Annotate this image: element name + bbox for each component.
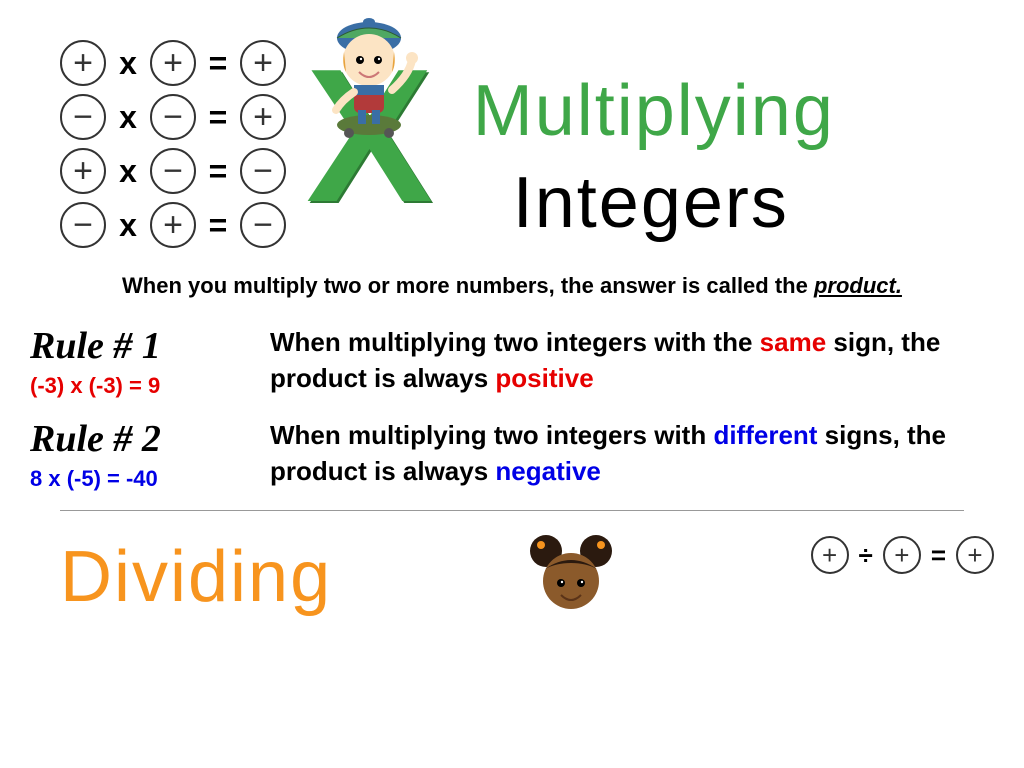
plus-icon: + bbox=[150, 202, 196, 248]
minus-icon: − bbox=[150, 148, 196, 194]
equals-sign: = bbox=[208, 207, 228, 244]
plus-icon: + bbox=[150, 40, 196, 86]
plus-icon: + bbox=[811, 536, 849, 574]
equals-sign: = bbox=[208, 99, 228, 136]
rule-2-highlight-different: different bbox=[713, 420, 817, 450]
rule-1-highlight-positive: positive bbox=[495, 363, 593, 393]
rule-1-text-part: When multiplying two integers with the bbox=[270, 327, 760, 357]
rules-section: Rule # 1 (-3) x (-3) = 9 When multiplyin… bbox=[0, 324, 1024, 492]
minus-icon: − bbox=[60, 94, 106, 140]
boy-character-icon bbox=[314, 10, 424, 145]
rule-2-text-part: When multiplying two integers with bbox=[270, 420, 713, 450]
division-sign-row: + ÷ + = + bbox=[811, 536, 994, 574]
title-integers: Integers bbox=[513, 162, 835, 244]
minus-icon: − bbox=[240, 202, 286, 248]
section-divider bbox=[60, 510, 964, 511]
multiply-operator: x bbox=[118, 45, 138, 82]
plus-icon: + bbox=[240, 40, 286, 86]
plus-icon: + bbox=[240, 94, 286, 140]
multiplication-title: Multiplying Integers bbox=[473, 70, 835, 244]
divide-operator: ÷ bbox=[859, 540, 873, 571]
minus-icon: − bbox=[60, 202, 106, 248]
rule-1-block: Rule # 1 (-3) x (-3) = 9 When multiplyin… bbox=[30, 324, 994, 399]
plus-icon: + bbox=[956, 536, 994, 574]
multiplication-header: + x + = + − x − = + + x − = − − x + = − bbox=[0, 0, 1024, 258]
equals-sign: = bbox=[208, 45, 228, 82]
equals-sign: = bbox=[208, 153, 228, 190]
rule-2-block: Rule # 2 8 x (-5) = -40 When multiplying… bbox=[30, 417, 994, 492]
rule-1-text: When multiplying two integers with the s… bbox=[270, 324, 994, 397]
multiply-operator: x bbox=[118, 207, 138, 244]
rule-1-title: Rule # 1 bbox=[30, 324, 250, 368]
rule-1-example: (-3) x (-3) = 9 bbox=[30, 373, 250, 399]
girl-character-icon bbox=[511, 531, 631, 611]
sign-rule-row: − x + = − bbox=[60, 202, 286, 248]
definition-keyword: product. bbox=[814, 273, 902, 298]
multiply-operator: x bbox=[118, 153, 138, 190]
character-on-x-graphic: X bbox=[306, 30, 433, 182]
multiplication-sign-grid: + x + = + − x − = + + x − = − − x + = − bbox=[60, 40, 286, 248]
definition-prefix: When you multiply two or more numbers, t… bbox=[122, 273, 814, 298]
plus-icon: + bbox=[60, 40, 106, 86]
rule-2-example: 8 x (-5) = -40 bbox=[30, 466, 250, 492]
title-multiplying: Multiplying bbox=[473, 70, 835, 152]
sign-rule-row: − x − = + bbox=[60, 94, 286, 140]
minus-icon: − bbox=[150, 94, 196, 140]
rule-2-title: Rule # 2 bbox=[30, 417, 250, 461]
division-header: Dividing + ÷ + = + bbox=[0, 526, 1024, 618]
multiply-operator: x bbox=[118, 99, 138, 136]
division-sign-grid: + ÷ + = + bbox=[811, 536, 994, 574]
rule-1-highlight-same: same bbox=[760, 327, 827, 357]
rule-2-left: Rule # 2 8 x (-5) = -40 bbox=[30, 417, 250, 492]
product-definition: When you multiply two or more numbers, t… bbox=[40, 273, 984, 299]
sign-rule-row: + x + = + bbox=[60, 40, 286, 86]
equals-sign: = bbox=[931, 540, 946, 571]
plus-icon: + bbox=[60, 148, 106, 194]
title-dividing: Dividing bbox=[60, 536, 332, 618]
rule-2-text: When multiplying two integers with diffe… bbox=[270, 417, 994, 490]
sign-rule-row: + x − = − bbox=[60, 148, 286, 194]
rule-2-highlight-negative: negative bbox=[495, 456, 601, 486]
minus-icon: − bbox=[240, 148, 286, 194]
rule-1-left: Rule # 1 (-3) x (-3) = 9 bbox=[30, 324, 250, 399]
plus-icon: + bbox=[883, 536, 921, 574]
